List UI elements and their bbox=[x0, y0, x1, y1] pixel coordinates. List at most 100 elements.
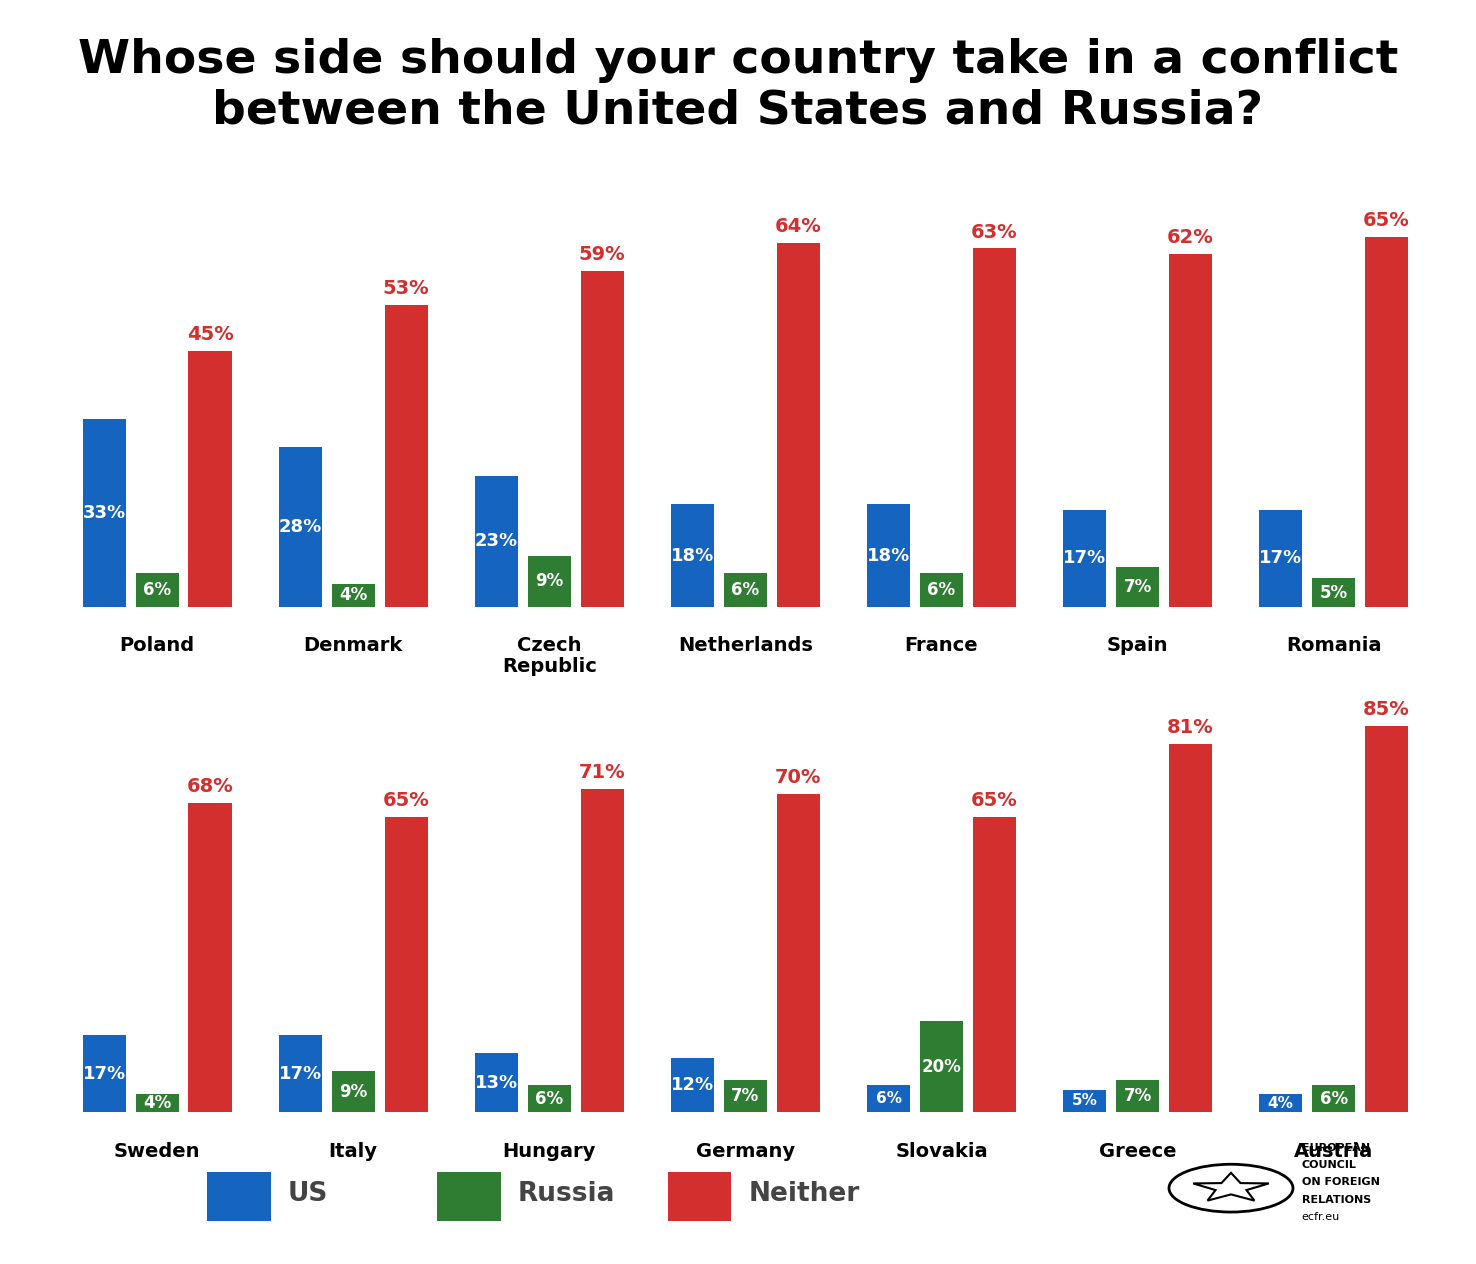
Text: 65%: 65% bbox=[1364, 211, 1410, 230]
Bar bbox=[1063, 509, 1106, 607]
Bar bbox=[973, 248, 1015, 607]
Bar bbox=[279, 447, 322, 607]
Text: 9%: 9% bbox=[536, 573, 564, 590]
Text: Neither: Neither bbox=[748, 1182, 859, 1207]
Bar bbox=[189, 350, 232, 607]
Bar bbox=[1063, 1090, 1106, 1112]
Text: RELATIONS: RELATIONS bbox=[1302, 1194, 1371, 1205]
Text: EUROPEAN: EUROPEAN bbox=[1302, 1144, 1370, 1153]
Text: 63%: 63% bbox=[971, 222, 1018, 241]
Text: Slovakia: Slovakia bbox=[894, 1141, 987, 1160]
Text: Poland: Poland bbox=[120, 636, 195, 655]
Text: 4%: 4% bbox=[339, 586, 368, 604]
Bar bbox=[723, 573, 768, 607]
Bar bbox=[207, 1173, 270, 1221]
Text: 6%: 6% bbox=[875, 1091, 902, 1106]
Bar bbox=[332, 584, 375, 607]
Text: Romania: Romania bbox=[1286, 636, 1382, 655]
Bar bbox=[475, 477, 518, 607]
Text: 7%: 7% bbox=[1123, 578, 1151, 595]
Text: 5%: 5% bbox=[1320, 584, 1348, 602]
Text: 65%: 65% bbox=[382, 791, 430, 810]
Text: 12%: 12% bbox=[672, 1076, 714, 1095]
Bar bbox=[776, 794, 819, 1112]
Text: 17%: 17% bbox=[1063, 550, 1106, 568]
Text: 33%: 33% bbox=[83, 504, 125, 522]
Text: Spain: Spain bbox=[1107, 636, 1169, 655]
Text: 70%: 70% bbox=[775, 769, 822, 787]
Text: 7%: 7% bbox=[1123, 1087, 1151, 1106]
Bar bbox=[1312, 579, 1355, 607]
Bar bbox=[920, 573, 962, 607]
Text: 6%: 6% bbox=[536, 1090, 564, 1107]
Text: 28%: 28% bbox=[279, 518, 322, 536]
Text: 6%: 6% bbox=[731, 580, 760, 599]
Text: 18%: 18% bbox=[866, 546, 911, 565]
Bar bbox=[385, 817, 428, 1112]
Text: Russia: Russia bbox=[518, 1182, 615, 1207]
Bar bbox=[866, 1085, 911, 1112]
Text: 5%: 5% bbox=[1072, 1093, 1098, 1109]
Bar bbox=[667, 1173, 731, 1221]
Text: COUNCIL: COUNCIL bbox=[1302, 1160, 1356, 1170]
Text: Hungary: Hungary bbox=[503, 1141, 596, 1160]
Bar bbox=[1169, 743, 1212, 1112]
Text: ON FOREIGN: ON FOREIGN bbox=[1302, 1178, 1380, 1187]
Bar bbox=[920, 1021, 962, 1112]
Bar bbox=[1365, 726, 1408, 1112]
Bar bbox=[580, 272, 624, 607]
Bar bbox=[189, 803, 232, 1112]
Bar bbox=[136, 1095, 179, 1112]
Text: 17%: 17% bbox=[83, 1064, 125, 1083]
Text: 62%: 62% bbox=[1168, 229, 1213, 248]
Text: 65%: 65% bbox=[971, 791, 1018, 810]
Bar bbox=[672, 1058, 714, 1112]
Bar bbox=[528, 1085, 571, 1112]
Text: 6%: 6% bbox=[1320, 1090, 1348, 1107]
Text: 23%: 23% bbox=[475, 532, 518, 550]
Bar bbox=[279, 1035, 322, 1112]
Text: 68%: 68% bbox=[186, 777, 233, 796]
Text: 53%: 53% bbox=[382, 279, 430, 298]
Bar bbox=[1365, 238, 1408, 607]
Bar bbox=[437, 1173, 500, 1221]
Text: 17%: 17% bbox=[279, 1064, 322, 1083]
Text: France: France bbox=[905, 636, 979, 655]
Text: Germany: Germany bbox=[695, 1141, 796, 1160]
Text: Czech
Republic: Czech Republic bbox=[502, 636, 596, 676]
Bar bbox=[385, 306, 428, 607]
Bar bbox=[83, 1035, 125, 1112]
Bar bbox=[1116, 566, 1159, 607]
Text: Greece: Greece bbox=[1098, 1141, 1176, 1160]
Text: 6%: 6% bbox=[143, 580, 171, 599]
Bar bbox=[866, 504, 911, 607]
Text: 18%: 18% bbox=[670, 546, 714, 565]
Text: 20%: 20% bbox=[921, 1058, 961, 1076]
Text: Italy: Italy bbox=[329, 1141, 378, 1160]
Text: 81%: 81% bbox=[1168, 718, 1213, 737]
Bar bbox=[528, 556, 571, 607]
Text: 71%: 71% bbox=[579, 763, 626, 782]
Bar bbox=[580, 789, 624, 1112]
Bar bbox=[1169, 254, 1212, 607]
Text: Whose side should your country take in a conflict
between the United States and : Whose side should your country take in a… bbox=[78, 38, 1398, 133]
Bar bbox=[1312, 1085, 1355, 1112]
Bar bbox=[136, 573, 179, 607]
Text: 45%: 45% bbox=[186, 325, 233, 344]
Bar bbox=[1259, 1095, 1302, 1112]
Bar bbox=[672, 504, 714, 607]
Bar bbox=[332, 1072, 375, 1112]
Text: Denmark: Denmark bbox=[304, 636, 403, 655]
Text: 9%: 9% bbox=[339, 1083, 368, 1101]
Text: 13%: 13% bbox=[475, 1073, 518, 1092]
Bar bbox=[1116, 1081, 1159, 1112]
Bar bbox=[723, 1081, 768, 1112]
Text: 6%: 6% bbox=[927, 580, 955, 599]
Bar bbox=[776, 243, 819, 607]
Bar bbox=[83, 420, 125, 607]
Bar bbox=[1259, 509, 1302, 607]
Text: 17%: 17% bbox=[1259, 550, 1302, 568]
Text: 64%: 64% bbox=[775, 217, 822, 236]
Text: ecfr.eu: ecfr.eu bbox=[1302, 1212, 1340, 1221]
Bar bbox=[475, 1053, 518, 1112]
